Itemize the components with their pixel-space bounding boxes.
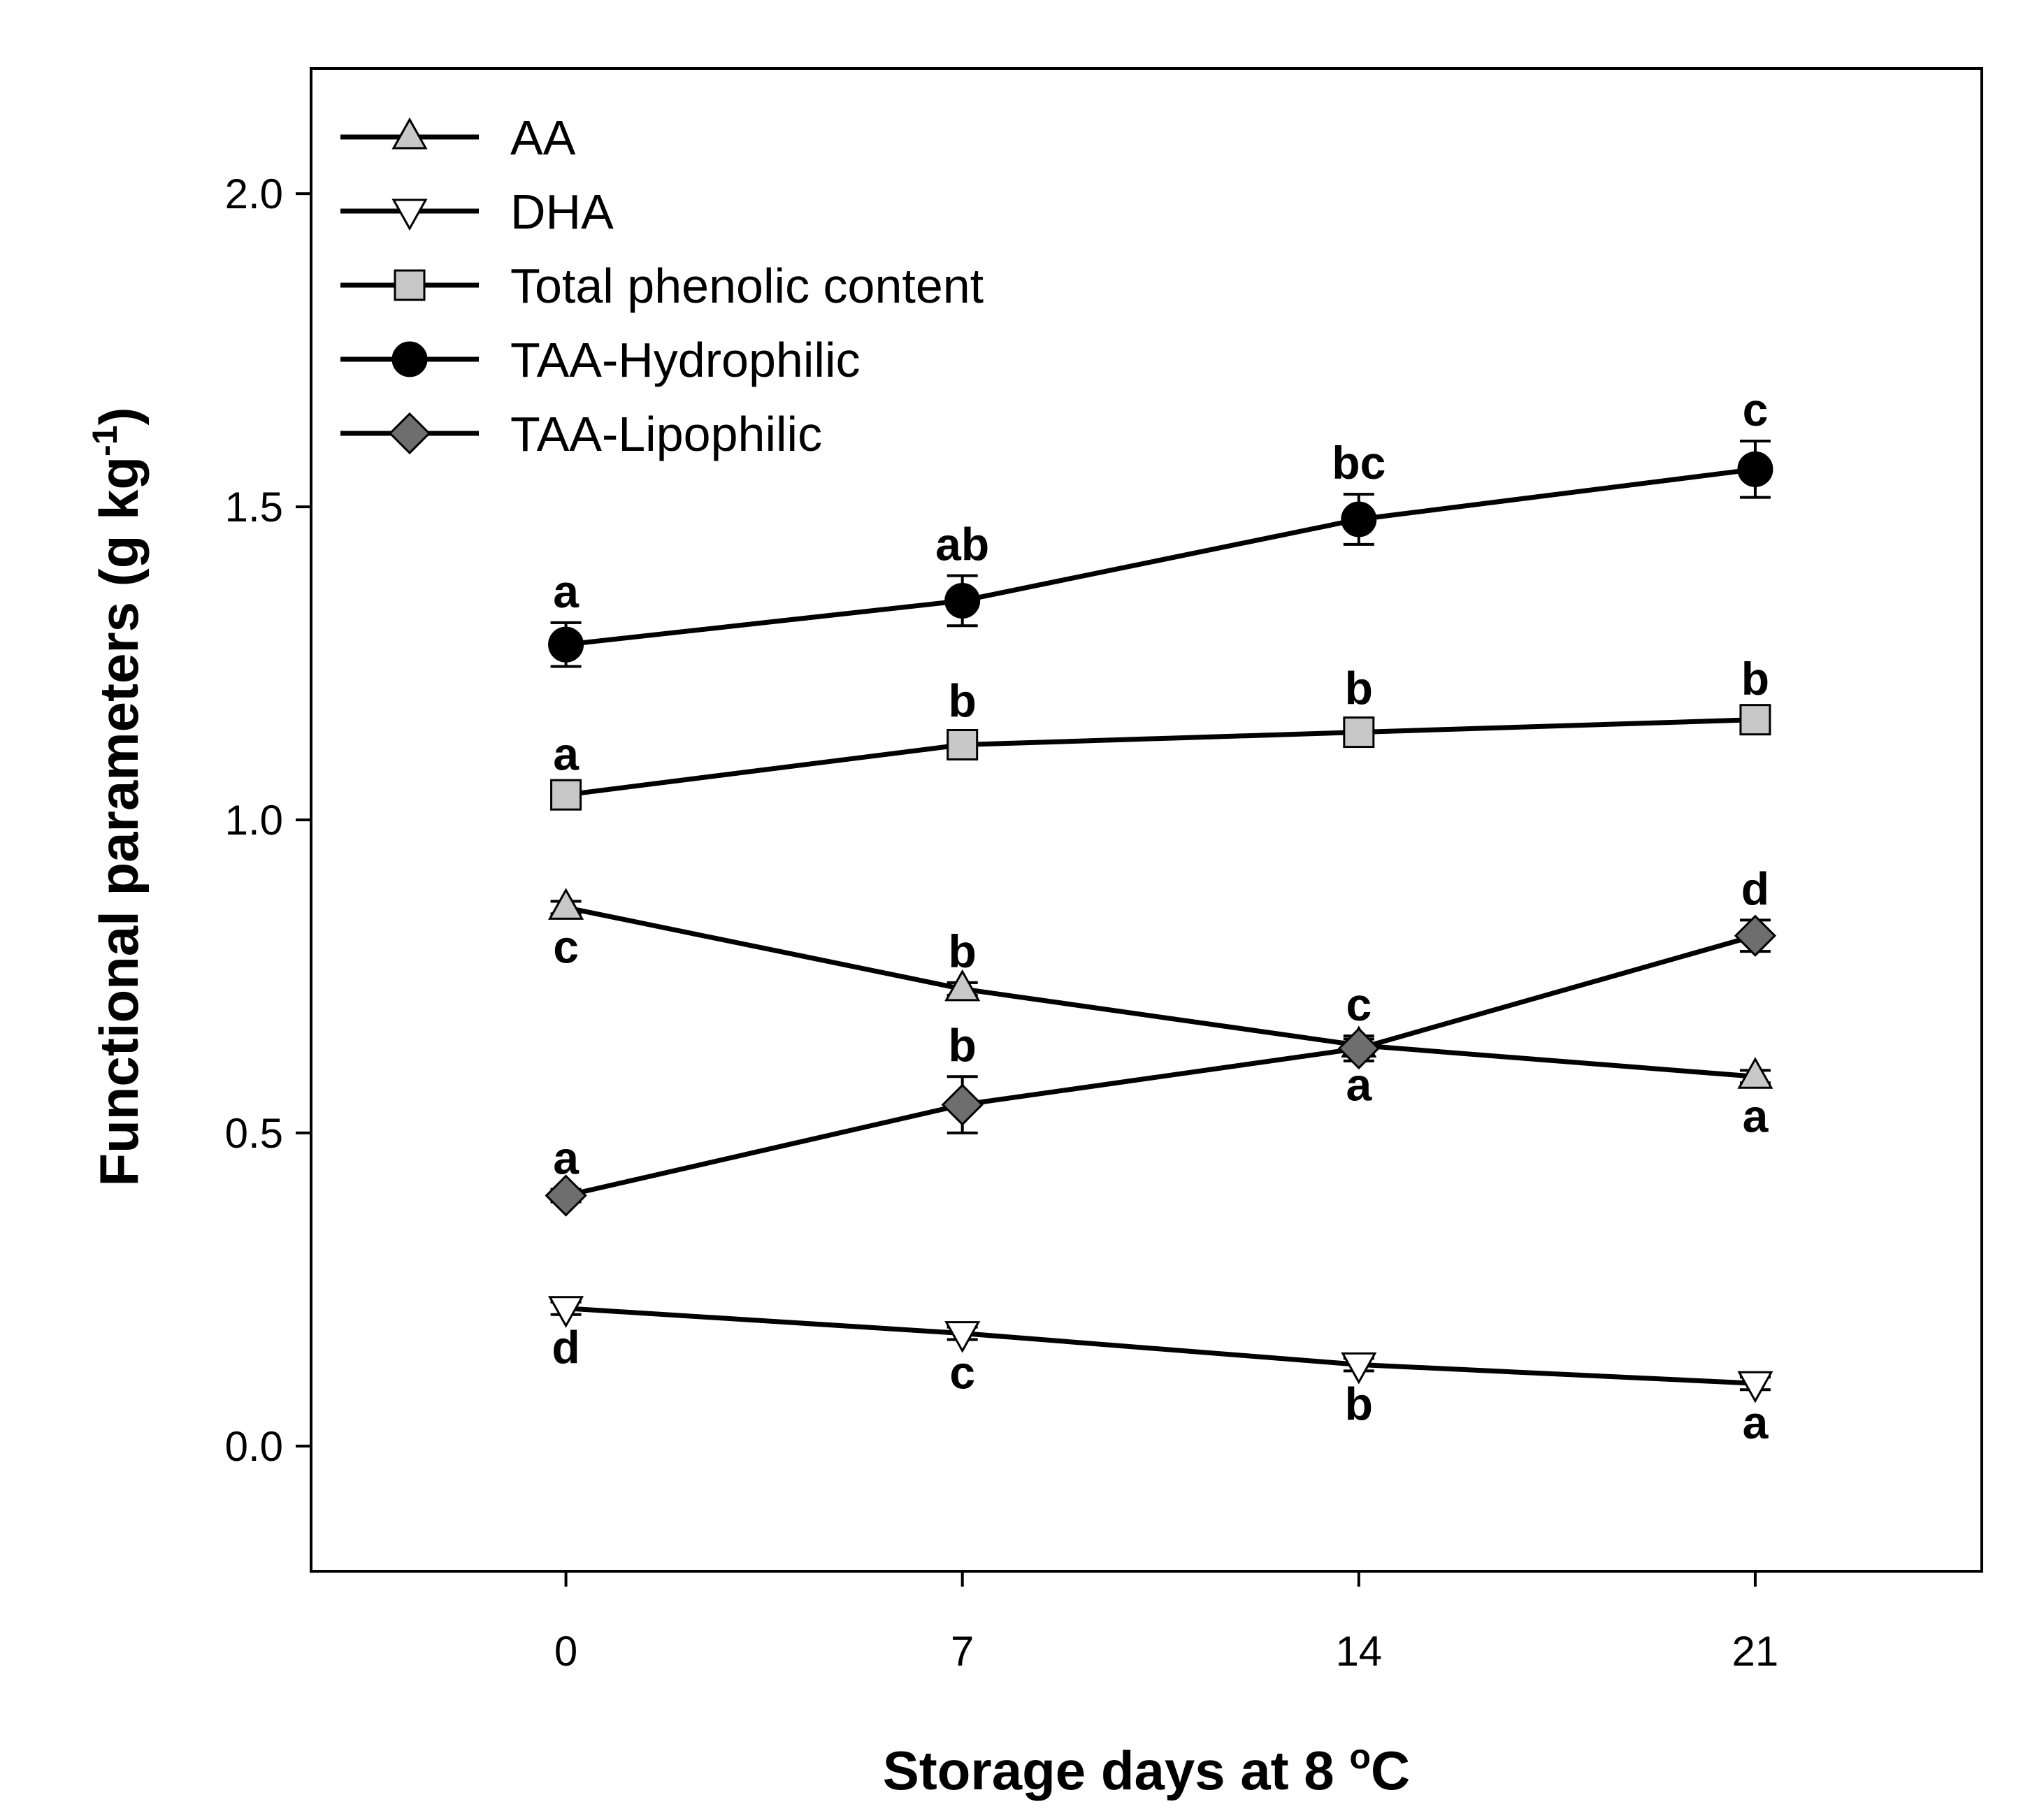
legend: AA DHA Total phenolic content TAA-Hydrophil…: [340, 110, 984, 461]
significance-label: a: [553, 1132, 580, 1184]
legend-marker: [388, 412, 431, 455]
legend-label: AA: [510, 110, 576, 165]
significance-label: a: [553, 565, 580, 617]
significance-label: d: [1741, 863, 1769, 914]
data-point: [1343, 716, 1375, 749]
legend-label: DHA: [510, 185, 614, 239]
data-point: [548, 888, 584, 920]
data-point: [944, 969, 981, 1002]
x-tick-label: 21: [1732, 1628, 1779, 1675]
significance-label: a: [1743, 1397, 1769, 1448]
legend-item: AA: [340, 110, 576, 165]
series-3: a ab bc c: [548, 384, 1773, 668]
significance-label: c: [1346, 979, 1372, 1030]
y-tick-label: 2.0: [225, 171, 283, 217]
data-point: [1341, 501, 1377, 537]
x-axis-title: Storage days at 8 oC: [883, 1737, 1411, 1801]
significance-label: c: [949, 1347, 975, 1399]
series-line: [566, 717, 1756, 798]
x-tick-label: 7: [951, 1628, 974, 1675]
x-axis: 0 7 14 21: [554, 1571, 1778, 1675]
significance-label: bc: [1332, 437, 1386, 489]
legend-item: Total phenolic content: [340, 259, 984, 313]
significance-label: b: [1345, 1378, 1373, 1429]
legend-item: TAA-Lipophilic: [340, 407, 822, 461]
y-tick-label: 1.0: [225, 797, 283, 844]
significance-label: a: [1743, 1090, 1769, 1141]
significance-label: b: [1345, 663, 1373, 714]
data-point: [1341, 1352, 1377, 1385]
significance-label: c: [553, 921, 579, 972]
legend-label: Total phenolic content: [510, 259, 984, 313]
data-point: [548, 626, 584, 663]
significance-label: d: [552, 1322, 580, 1373]
significance-label: b: [949, 675, 977, 727]
series-0: c baa: [548, 888, 1773, 1141]
data-point: [1737, 1371, 1773, 1404]
legend-marker: [391, 341, 428, 377]
data-point: [550, 779, 582, 811]
data-point: [1737, 451, 1773, 487]
significance-label: b: [949, 1019, 977, 1071]
data-point: [1739, 704, 1771, 736]
series-line: [566, 466, 1756, 647]
data-point: [947, 729, 979, 760]
legend-marker: [391, 117, 428, 150]
significance-label: c: [1743, 384, 1769, 435]
significance-label: a: [553, 728, 580, 780]
series-4: a b c d: [545, 863, 1777, 1217]
data-point: [941, 1083, 984, 1126]
significance-label: b: [949, 925, 977, 977]
legend-label: TAA-Hydrophilic: [510, 333, 861, 387]
data-point: [545, 1174, 587, 1217]
data-point: [944, 582, 981, 619]
y-tick-label: 1.5: [225, 484, 283, 531]
significance-label: ab: [935, 519, 989, 570]
legend-marker: [391, 199, 428, 231]
y-tick-label: 0.5: [225, 1110, 283, 1157]
legend-item: DHA: [340, 185, 614, 239]
series-1: d c b a: [548, 1296, 1773, 1448]
series-line: [566, 1306, 1756, 1386]
x-tick-label: 0: [554, 1628, 577, 1675]
series-2: a b b b: [550, 653, 1771, 811]
data-point: [1337, 1027, 1380, 1070]
data-point: [1734, 914, 1777, 957]
data-point: [548, 1296, 584, 1328]
significance-label: b: [1741, 653, 1769, 705]
series-line: [565, 933, 1756, 1198]
y-axis-title: Functional parameters (g kg-1): [85, 407, 150, 1187]
legend-item: TAA-Hydrophilic: [340, 333, 861, 387]
y-tick-label: 0.0: [225, 1423, 283, 1470]
x-tick-label: 14: [1335, 1628, 1382, 1675]
data-point: [944, 1321, 981, 1353]
y-axis: 0.0 0.5 1.0 1.5 2.0: [225, 171, 311, 1470]
series-line: [565, 904, 1756, 1079]
legend-label: TAA-Lipophilic: [510, 407, 822, 461]
legend-marker: [394, 269, 426, 301]
data-point: [1737, 1057, 1773, 1089]
